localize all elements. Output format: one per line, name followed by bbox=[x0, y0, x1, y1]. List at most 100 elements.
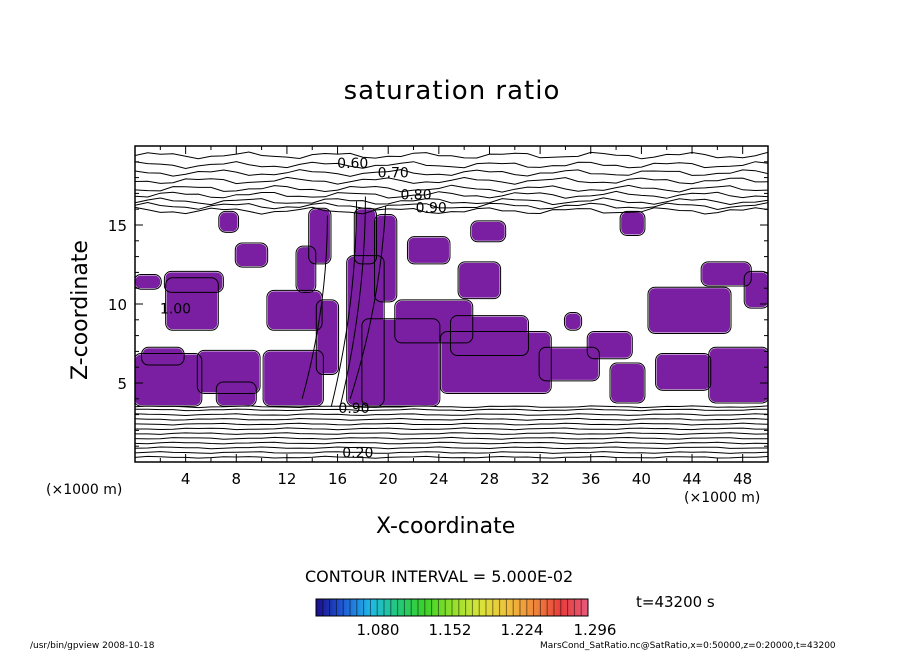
x-tick-label: 4 bbox=[181, 470, 191, 488]
saturated-region bbox=[611, 364, 644, 402]
saturated-region bbox=[219, 212, 238, 232]
contour-line bbox=[262, 349, 324, 407]
contour-line bbox=[218, 210, 240, 233]
contour-line bbox=[165, 277, 219, 331]
contour-line bbox=[215, 381, 257, 407]
contour-label: 0.80 bbox=[400, 188, 431, 204]
contour-line bbox=[563, 311, 583, 331]
contour-line bbox=[135, 206, 768, 215]
contour-line bbox=[135, 436, 768, 440]
x-tick-label: 16 bbox=[328, 470, 347, 488]
contour-line bbox=[708, 346, 768, 404]
contour-line bbox=[135, 190, 768, 199]
contour-line bbox=[330, 201, 358, 407]
x-tick-label: 20 bbox=[379, 470, 398, 488]
contour-line bbox=[308, 207, 332, 265]
saturated-region bbox=[621, 212, 644, 235]
chart-title: saturation ratio bbox=[343, 76, 561, 106]
contour-line bbox=[196, 349, 261, 394]
contour-label: 0.60 bbox=[337, 156, 368, 172]
contour-line bbox=[609, 362, 646, 404]
contour-label: 0.20 bbox=[342, 445, 373, 461]
colorbar-label: 1.152 bbox=[429, 621, 472, 639]
saturated-region bbox=[451, 316, 528, 355]
contour-line bbox=[135, 413, 768, 417]
contour-line bbox=[135, 197, 768, 206]
saturated-region bbox=[540, 348, 599, 380]
contour-line bbox=[141, 346, 185, 366]
contour-line bbox=[295, 245, 317, 293]
saturated-region bbox=[471, 221, 505, 241]
y-tick-label: 5 bbox=[117, 375, 127, 393]
colorbar-label: 1.080 bbox=[357, 621, 400, 639]
saturated-region bbox=[267, 291, 322, 330]
contour-line bbox=[135, 441, 768, 445]
contour-line bbox=[655, 353, 712, 391]
contour-line bbox=[470, 220, 507, 243]
contour-line bbox=[586, 330, 633, 360]
saturated-region bbox=[565, 313, 581, 330]
time-label: t=43200 s bbox=[636, 593, 715, 611]
contour-line bbox=[135, 169, 768, 177]
contour-label: 1.00 bbox=[160, 301, 191, 317]
contour-line bbox=[349, 206, 387, 399]
x-unit-left: (×1000 m) bbox=[46, 482, 123, 498]
contour-line bbox=[266, 289, 323, 331]
contour-line bbox=[394, 299, 474, 344]
saturated-region bbox=[459, 262, 500, 298]
contour-label: 0.90 bbox=[416, 200, 447, 216]
y-axis-label: Z-coordinate bbox=[68, 240, 93, 380]
contour-label: 0.70 bbox=[378, 166, 409, 182]
saturated-region bbox=[135, 275, 161, 289]
colorbar-label: 1.224 bbox=[501, 621, 544, 639]
saturated-region bbox=[142, 348, 184, 365]
x-tick-label: 8 bbox=[232, 470, 242, 488]
footer-left: /usr/bin/gpview 2008-10-18 bbox=[30, 641, 155, 651]
saturated-region bbox=[236, 243, 267, 267]
saturated-region bbox=[709, 348, 768, 402]
contour-line bbox=[647, 286, 732, 334]
y-tick-label: 10 bbox=[108, 296, 127, 314]
saturated-region bbox=[656, 354, 710, 390]
contour-line bbox=[406, 236, 451, 265]
contour-line bbox=[457, 261, 502, 300]
contour-line bbox=[135, 161, 768, 170]
saturated-region bbox=[745, 272, 768, 308]
contour-label: 0.90 bbox=[338, 401, 369, 417]
saturated-region bbox=[165, 272, 223, 292]
x-tick-label: 28 bbox=[480, 470, 499, 488]
x-tick-label: 12 bbox=[277, 470, 296, 488]
contour-line bbox=[619, 210, 646, 236]
contour-line bbox=[135, 151, 768, 160]
contour-line bbox=[135, 201, 768, 211]
contour-line bbox=[135, 446, 768, 450]
saturated-region bbox=[702, 262, 751, 286]
x-unit-right: (×1000 m) bbox=[684, 490, 761, 506]
contour-line bbox=[439, 330, 552, 394]
saturated-region bbox=[217, 383, 256, 406]
contour-line bbox=[135, 408, 768, 412]
contour-line bbox=[700, 261, 752, 287]
saturated-region bbox=[135, 354, 201, 406]
contour-line bbox=[339, 196, 366, 407]
x-axis-label: X-coordinate bbox=[376, 514, 516, 539]
contour-line bbox=[135, 455, 768, 459]
contour-line bbox=[135, 451, 768, 454]
contour-line bbox=[743, 270, 768, 309]
x-tick-label: 48 bbox=[733, 470, 752, 488]
footer-right: MarsCond_SatRatio.nc@SatRatio,x=0:50000,… bbox=[540, 641, 836, 651]
x-tick-label: 40 bbox=[632, 470, 651, 488]
saturated-region bbox=[408, 237, 449, 263]
contour-line bbox=[538, 346, 600, 382]
saturated-region bbox=[588, 332, 632, 358]
saturated-region bbox=[264, 351, 323, 406]
contour-line bbox=[301, 215, 328, 399]
contour-line bbox=[135, 427, 768, 431]
contour-line bbox=[135, 184, 768, 193]
x-tick-label: 36 bbox=[581, 470, 600, 488]
contour-line bbox=[450, 315, 529, 357]
x-tick-label: 24 bbox=[429, 470, 448, 488]
contour-line bbox=[135, 422, 768, 426]
saturated-region bbox=[375, 215, 396, 301]
